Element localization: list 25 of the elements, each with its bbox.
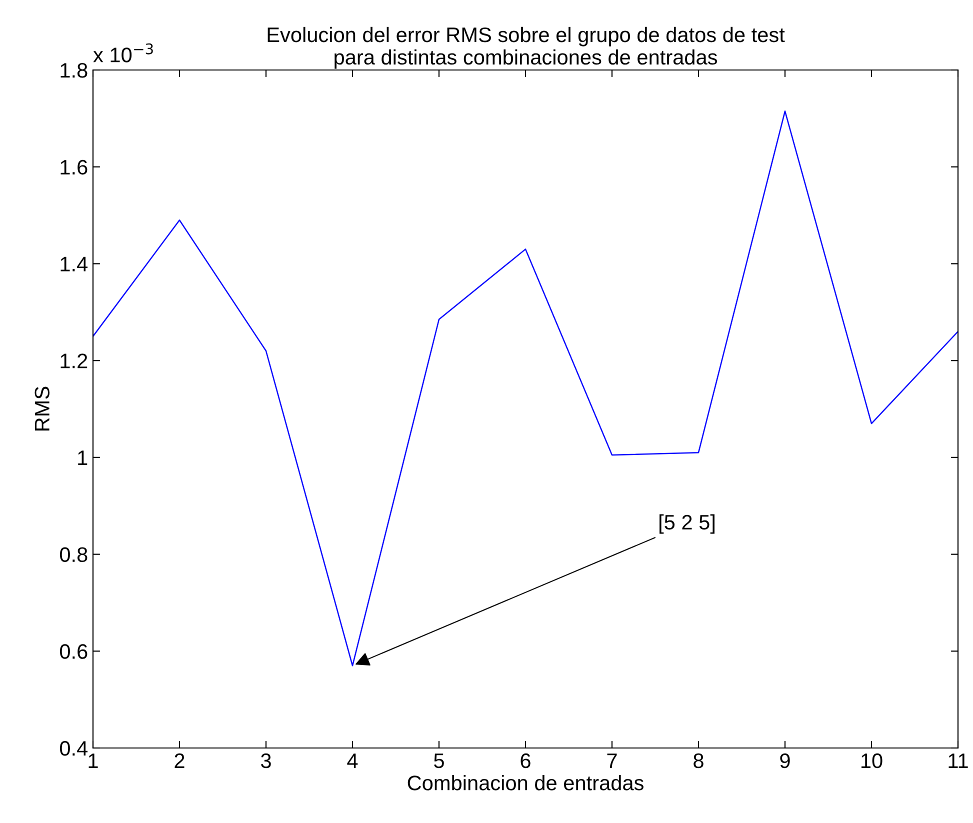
x-tick-label: 10 xyxy=(862,753,882,768)
y-tick-label: 1 xyxy=(78,450,88,465)
y-tick-label: 0.6 xyxy=(60,644,88,659)
x-tick-label: 6 xyxy=(520,753,530,768)
x-tick-label: 5 xyxy=(434,754,444,768)
x-tick-label: 2 xyxy=(174,753,184,768)
y-tick-label: 1.6 xyxy=(60,160,88,175)
x-axis-title: Combinacion de entradas xyxy=(408,775,644,790)
x-tick-label: 1 xyxy=(88,754,98,768)
x-tick-label: 8 xyxy=(694,753,704,768)
x-tick-label: 3 xyxy=(261,753,271,768)
y-tick-label: 1.8 xyxy=(60,63,88,78)
line-series xyxy=(93,110,958,666)
y-tick-label: 0.4 xyxy=(60,741,88,756)
x-tick-label: 11 xyxy=(948,754,968,768)
chart-title: Evolucion del error RMS sobre el grupo de datos de test para distintas combinaciones de entradas xyxy=(268,26,785,69)
y-axis-title: RMS xyxy=(34,386,50,430)
annotation: [5 2 5] xyxy=(660,514,714,534)
text: x 10$^{−3}$ xyxy=(93,43,153,62)
y-tick-label: 1.4 xyxy=(60,256,88,272)
y-tick-label: 0.8 xyxy=(60,547,88,562)
y-tick-label: 1.2 xyxy=(60,354,88,368)
x-tick-label: 7 xyxy=(607,754,617,768)
x-tick-label: 9 xyxy=(780,753,790,768)
x-tick-label: 4 xyxy=(347,754,358,768)
